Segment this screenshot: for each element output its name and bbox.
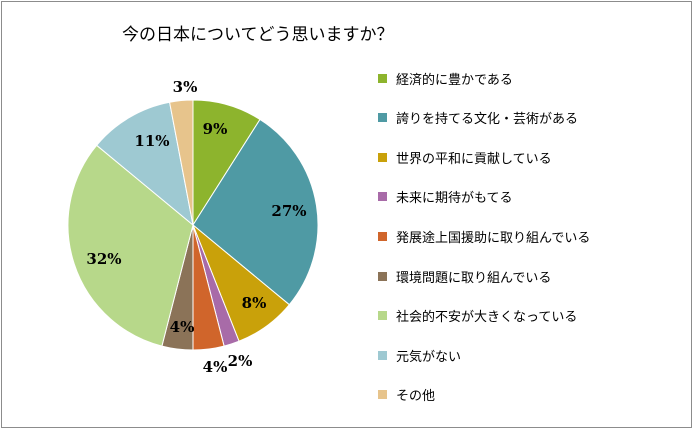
legend-label: 未来に期待がもてる [396, 191, 513, 207]
pie-slice [168, 99, 194, 226]
legend-item: 誇りを持てる文化・芸術がある [378, 108, 578, 128]
legend-label: 経済的に豊かである [396, 72, 513, 88]
legend-swatch [378, 231, 387, 241]
slice-data-label: 4% [170, 318, 195, 336]
legend-swatch [378, 271, 387, 281]
slice-data-label: 9% [203, 120, 228, 138]
slice-data-label: 32% [86, 250, 121, 268]
legend-swatch [378, 73, 387, 83]
legend-item: 環境問題に取り組んでいる [378, 266, 551, 286]
legend-item: 発展途上国援助に取り組んでいる [378, 226, 590, 246]
legend-item: 未来に期待がもてる [378, 187, 512, 207]
slice-data-label: 11% [134, 132, 169, 150]
legend-item: 社会的不安が大きくなっている [378, 306, 577, 326]
legend-label: 誇りを持てる文化・芸術がある [396, 112, 579, 128]
legend-swatch [378, 192, 387, 202]
legend-item: 元気がない [378, 345, 461, 365]
legend-swatch [378, 350, 387, 360]
slice-data-label: 27% [271, 202, 306, 220]
legend-label: 環境問題に取り組んでいる [396, 270, 552, 286]
legend-label: その他 [396, 389, 436, 405]
legend-swatch [378, 152, 387, 162]
slice-data-label: 8% [242, 294, 267, 312]
legend-item: 経済的に豊かである [378, 68, 513, 88]
slice-data-label: 4% [203, 358, 228, 376]
pie-chart: 9%27%8%2%4%4%32%11%3% [67, 78, 319, 376]
legend-swatch [378, 311, 387, 321]
legend-item: 世界の平和に貢献している [378, 147, 552, 167]
legend-label: 世界の平和に貢献している [396, 151, 552, 167]
legend-swatch [378, 390, 387, 400]
legend-label: 発展途上国援助に取り組んでいる [396, 230, 591, 246]
pie-slice [192, 118, 319, 306]
pie-slice [95, 101, 194, 227]
legend-item: その他 [378, 385, 435, 405]
legend-swatch [378, 113, 387, 123]
slice-data-label: 3% [173, 78, 198, 96]
legend-label: 元気がない [396, 349, 462, 365]
legend-label: 社会的不安が大きくなっている [396, 310, 578, 326]
chart-title: 今の日本についてどう思いますか？ [122, 25, 394, 45]
slice-data-label: 2% [228, 352, 253, 370]
pie-slice [67, 144, 194, 347]
